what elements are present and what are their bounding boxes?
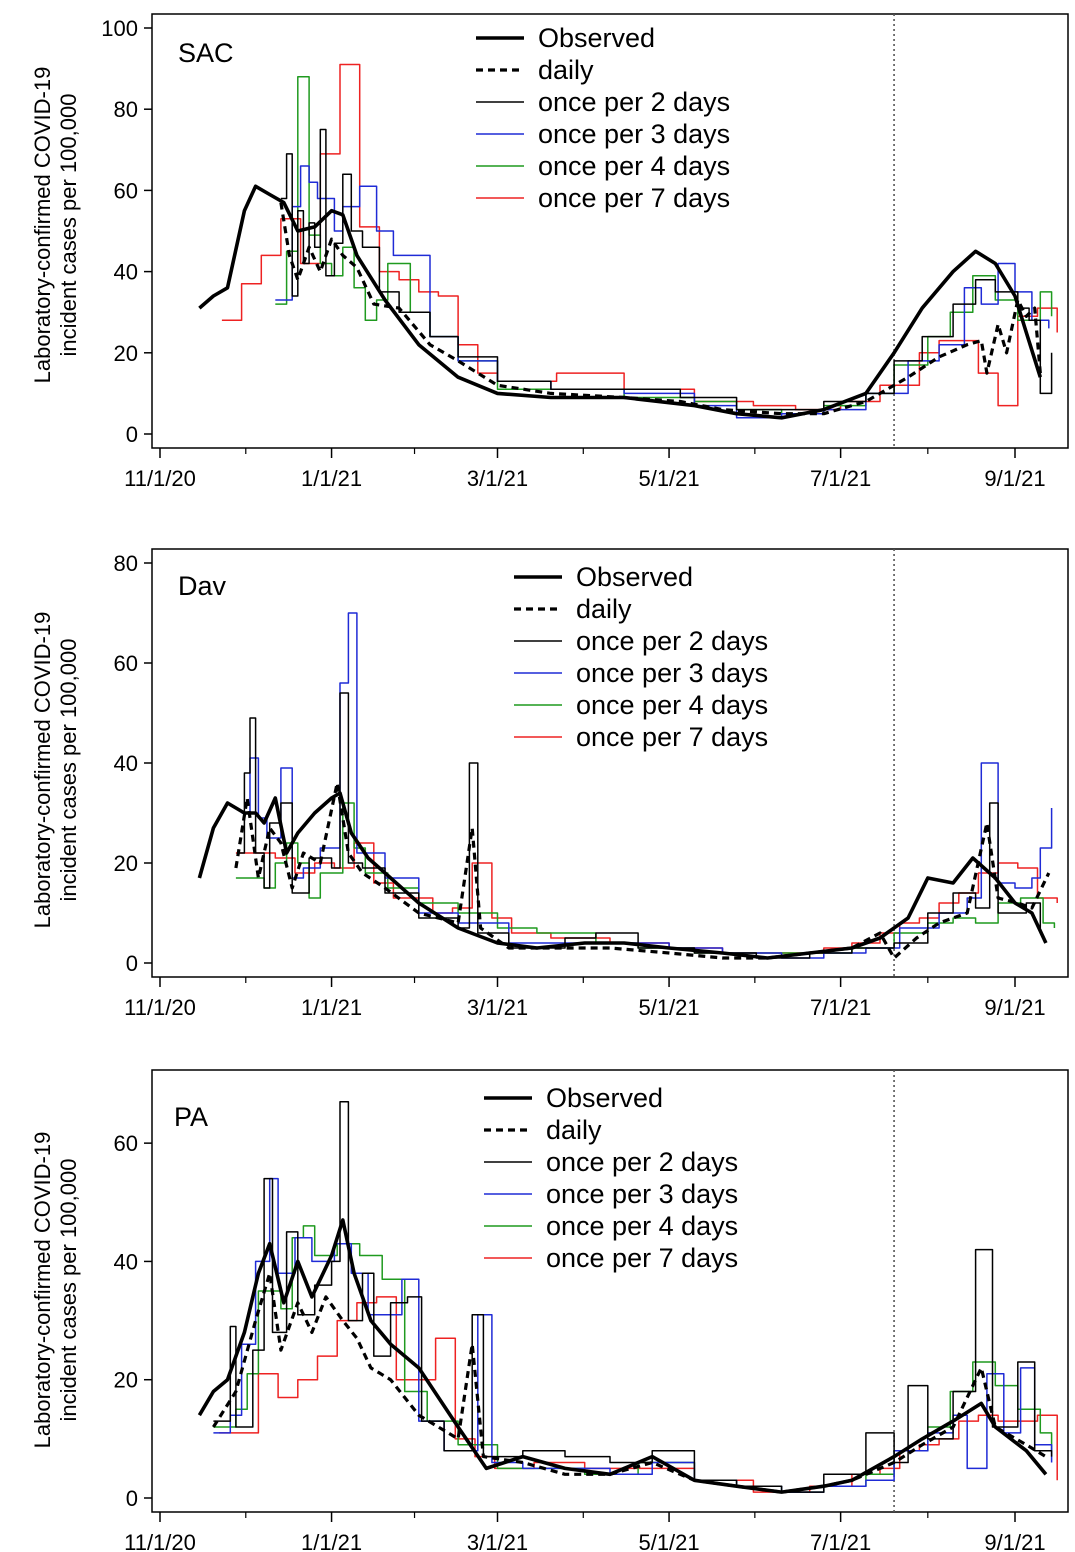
y-tick-label: 20 <box>114 851 138 876</box>
chart-panel-dav: 0 20 40 60 80 11/1/20 1/1/21 3/1/21 5/1/21 7/1/21… <box>0 515 1075 1030</box>
y-tick-label: 40 <box>114 260 138 285</box>
legend-box <box>471 21 773 215</box>
x-tick-label: 7/1/21 <box>810 1530 871 1552</box>
x-tick-label: 3/1/21 <box>467 995 528 1020</box>
series-line-observed <box>198 184 1043 420</box>
y-axis-label: Laboratory-confirmed COVID-19 incident ca… <box>30 612 81 929</box>
legend-box <box>509 560 811 754</box>
y-tick-label: 0 <box>126 422 138 447</box>
y-tick-label: 40 <box>114 751 138 776</box>
series-line-once-per-2-days <box>213 1100 1053 1493</box>
chart-panel-pa: 0 20 40 60 11/1/20 1/1/21 3/1/21 5/1/21 7/1/21 9/… <box>0 1030 1075 1552</box>
legend-entry: once per 4 days <box>576 690 768 720</box>
legend-entry: Observed <box>576 562 693 592</box>
legend-entry: once per 3 days <box>576 658 768 688</box>
panel-label: Dav <box>178 571 227 601</box>
x-tick-label: 5/1/21 <box>638 995 699 1020</box>
panel-label: PA <box>174 1102 208 1132</box>
legend-entry: once per 2 days <box>538 87 730 117</box>
y-tick-label: 80 <box>114 551 138 576</box>
x-tick-label: 9/1/21 <box>984 466 1045 491</box>
legend-entry: daily <box>538 55 594 85</box>
panel-label: SAC <box>178 38 234 68</box>
legend-entry: once per 7 days <box>546 1243 738 1273</box>
x-tick-label: 11/1/20 <box>124 466 196 491</box>
y-axis-label-line2: incident cases per 100,000 <box>56 639 81 902</box>
legend-entry: once per 4 days <box>546 1211 738 1241</box>
legend-entry: once per 7 days <box>538 183 730 213</box>
chart-dav: 0 20 40 60 80 11/1/20 1/1/21 3/1/21 5/1/21 7/1/21… <box>30 548 1069 1020</box>
plot-frame <box>151 13 1069 449</box>
y-tick-label: 60 <box>114 178 138 203</box>
y-tick-label: 0 <box>126 1486 138 1511</box>
y-tick-label: 20 <box>114 1368 138 1393</box>
legend-entry: once per 2 days <box>576 626 768 656</box>
x-tick-label: 7/1/21 <box>810 466 871 491</box>
plot-frame <box>151 1069 1069 1513</box>
y-tick-label: 80 <box>114 97 138 122</box>
chart-sac: 0 20 40 60 80 100 11/1/20 1/1/21 3/1/21 5/1/21 7/1… <box>30 13 1069 491</box>
x-tick-label: 9/1/21 <box>984 1530 1045 1552</box>
x-tick-label: 3/1/21 <box>467 466 528 491</box>
series-line-once-per-7-days <box>235 842 1058 954</box>
legend-entry: once per 2 days <box>546 1147 738 1177</box>
chart-panel-sac: 0 20 40 60 80 100 11/1/20 1/1/21 3/1/21 5/1/21 7/1… <box>0 0 1075 515</box>
y-axis-label-line1: Laboratory-confirmed COVID-19 <box>30 67 55 384</box>
y-tick-label: 100 <box>101 16 138 41</box>
x-tick-label: 11/1/20 <box>124 995 196 1020</box>
legend-entry: once per 4 days <box>538 151 730 181</box>
series-line-once-per-7-days <box>219 1296 1058 1493</box>
legend-entry: once per 3 days <box>538 119 730 149</box>
chart-pa: 0 20 40 60 11/1/20 1/1/21 3/1/21 5/1/21 7/1/21 9/… <box>30 1069 1069 1552</box>
x-tick-label: 5/1/21 <box>638 1530 699 1552</box>
y-axis-label-line2: incident cases per 100,000 <box>56 1159 81 1422</box>
y-axis-label: Laboratory-confirmed COVID-19 incident ca… <box>30 67 81 384</box>
x-tick-label: 7/1/21 <box>810 995 871 1020</box>
x-tick-label: 3/1/21 <box>467 1530 528 1552</box>
y-axis-label-line1: Laboratory-confirmed COVID-19 <box>30 1132 55 1449</box>
legend-entry: daily <box>576 594 632 624</box>
y-tick-label: 60 <box>114 1131 138 1156</box>
y-axis-label-line1: Laboratory-confirmed COVID-19 <box>30 612 55 929</box>
y-tick-label: 20 <box>114 341 138 366</box>
y-tick-label: 0 <box>126 951 138 976</box>
y-axis-label: Laboratory-confirmed COVID-19 incident ca… <box>30 1132 81 1449</box>
series-line-daily <box>234 781 1051 960</box>
series-line-observed <box>197 791 1048 960</box>
legend-entry: Observed <box>546 1083 663 1113</box>
series-line-once-per-2-days <box>280 128 1053 411</box>
y-axis-label-line2: incident cases per 100,000 <box>56 94 81 357</box>
series-line-observed <box>197 1218 1048 1494</box>
series-line-daily <box>279 202 1042 416</box>
legend-entry: once per 7 days <box>576 722 768 752</box>
legend-box <box>479 1081 781 1275</box>
x-tick-label: 11/1/20 <box>124 1530 196 1552</box>
legend-entry: Observed <box>538 23 655 53</box>
series-line-daily <box>212 1271 1047 1494</box>
x-tick-label: 1/1/21 <box>301 1530 362 1552</box>
y-tick-label: 40 <box>114 1249 138 1274</box>
x-tick-label: 5/1/21 <box>638 466 699 491</box>
y-tick-label: 60 <box>114 651 138 676</box>
legend-entry: once per 3 days <box>546 1179 738 1209</box>
x-tick-label: 1/1/21 <box>301 995 362 1020</box>
x-tick-label: 9/1/21 <box>984 995 1045 1020</box>
legend-entry: daily <box>546 1115 602 1145</box>
x-tick-label: 1/1/21 <box>301 466 362 491</box>
